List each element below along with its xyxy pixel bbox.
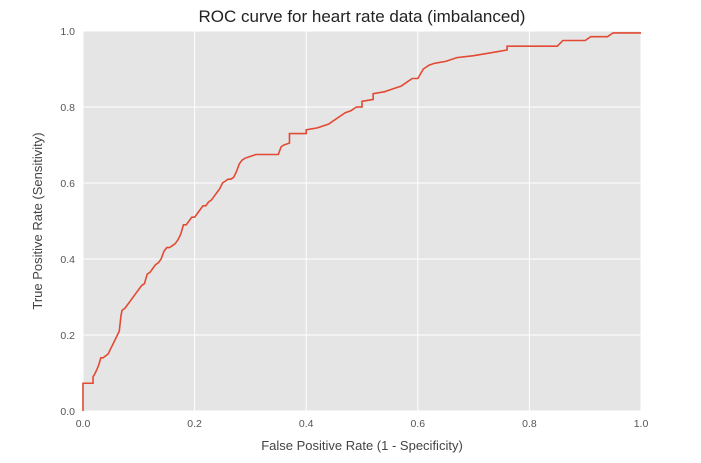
y-tick-label: 0.2 xyxy=(60,330,75,342)
x-tick-label: 0.0 xyxy=(76,418,91,430)
y-axis-ticks: 0.0 0.2 0.4 0.6 0.8 1.0 xyxy=(60,26,75,418)
y-tick-label: 0.0 xyxy=(60,406,75,418)
chart-title: ROC curve for heart rate data (imbalance… xyxy=(199,7,526,26)
x-axis-label: False Positive Rate (1 - Specificity) xyxy=(261,438,463,453)
y-tick-label: 0.4 xyxy=(60,254,75,266)
y-tick-label: 0.6 xyxy=(60,178,75,190)
x-tick-label: 0.2 xyxy=(187,418,202,430)
x-tick-label: 0.8 xyxy=(522,418,537,430)
x-tick-label: 0.6 xyxy=(410,418,425,430)
plot-area xyxy=(83,31,641,411)
x-tick-label: 1.0 xyxy=(634,418,649,430)
x-axis-ticks: 0.0 0.2 0.4 0.6 0.8 1.0 xyxy=(76,418,649,430)
x-tick-label: 0.4 xyxy=(299,418,314,430)
y-axis-label: True Positive Rate (Sensitivity) xyxy=(30,132,45,309)
y-tick-label: 0.8 xyxy=(60,102,75,114)
grid-lines xyxy=(82,30,642,412)
roc-curve-line xyxy=(82,32,641,411)
y-tick-label: 1.0 xyxy=(60,26,75,38)
